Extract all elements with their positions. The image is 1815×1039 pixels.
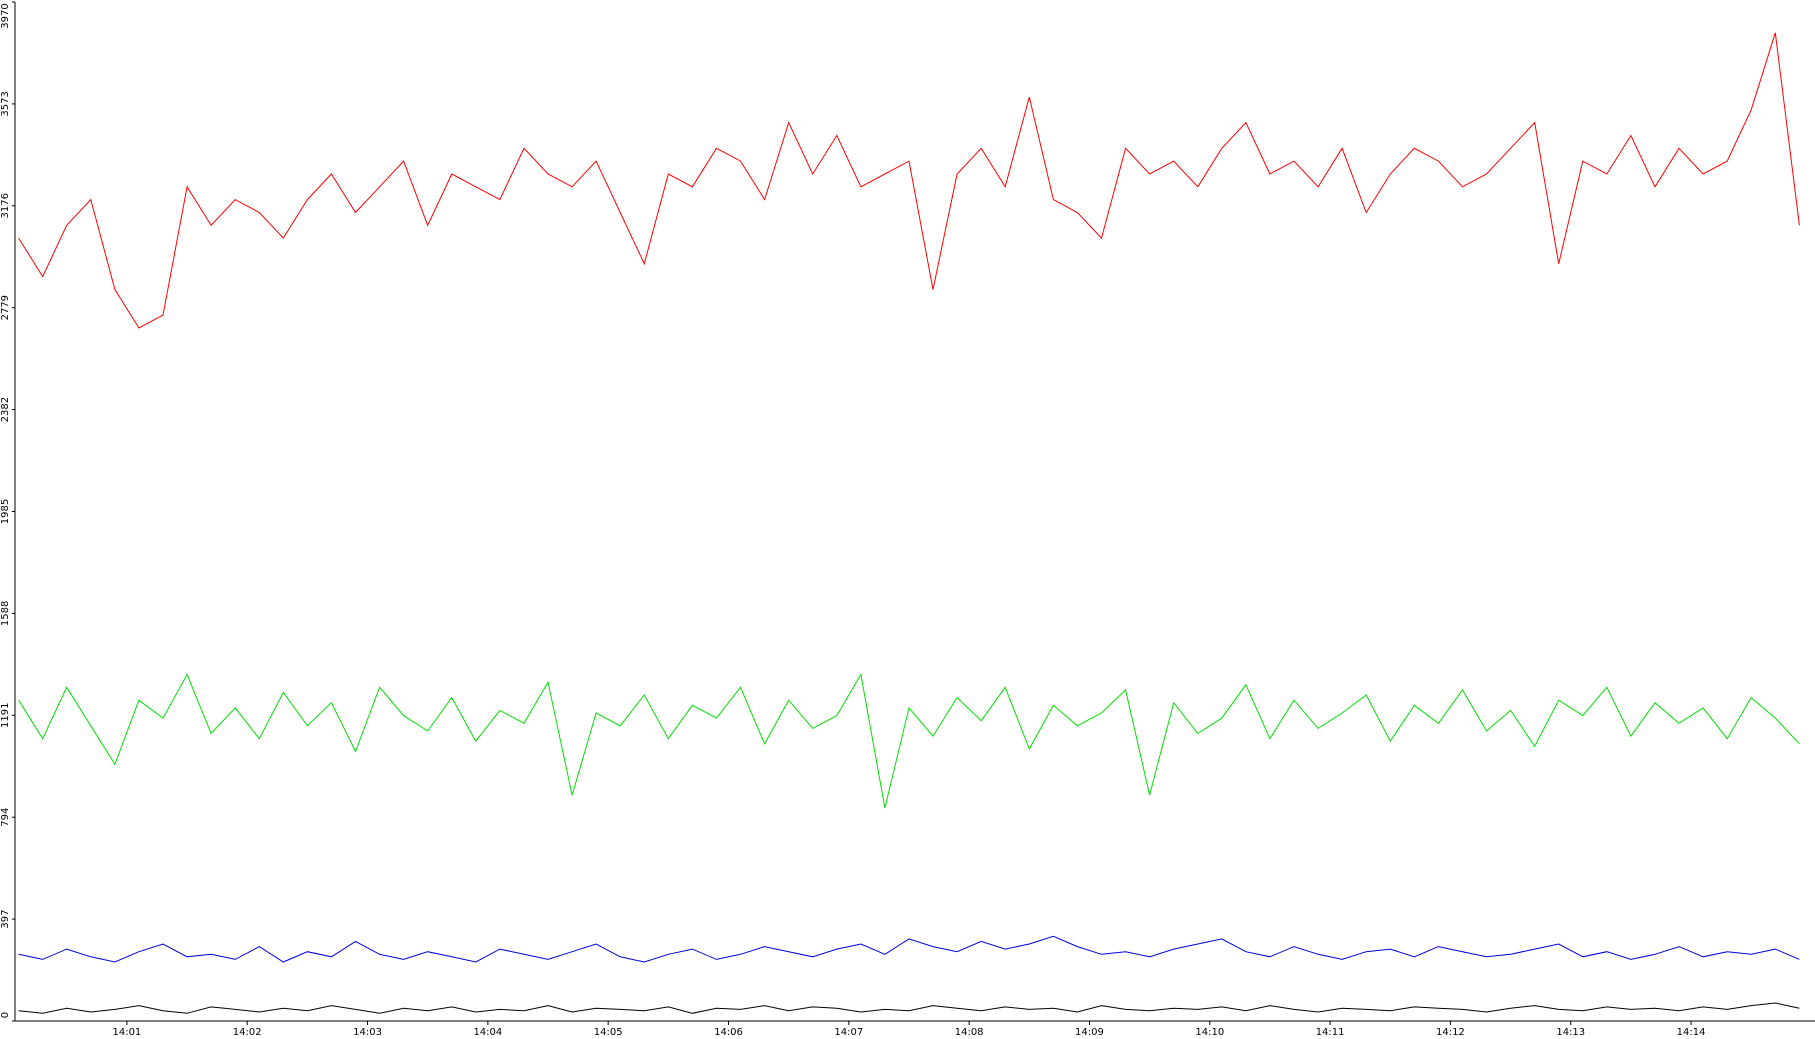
x-tick-label: 14:09	[1075, 1027, 1104, 1038]
x-tick-label: 14:12	[1436, 1027, 1465, 1038]
y-tick-label: 1588	[0, 601, 11, 626]
series-line	[18, 32, 1800, 329]
y-tick-label: 2382	[0, 397, 11, 422]
y-tick-label: 0	[0, 1012, 11, 1018]
series-line	[18, 1002, 1800, 1014]
y-tick-label: 2779	[0, 295, 11, 320]
series-line	[18, 673, 1800, 809]
y-tick-label: 1985	[0, 499, 11, 524]
x-tick-label: 14:08	[955, 1027, 984, 1038]
x-tick-label: 14:10	[1195, 1027, 1224, 1038]
y-tick-label: 3970	[0, 3, 11, 28]
x-tick-label: 14:13	[1556, 1027, 1585, 1038]
y-tick-label: 397	[0, 910, 11, 929]
x-tick-label: 14:06	[714, 1027, 743, 1038]
x-tick-label: 14:05	[594, 1027, 623, 1038]
y-tick-label: 794	[0, 808, 11, 827]
x-tick-label: 14:07	[834, 1027, 863, 1038]
x-tick-label: 14:14	[1677, 1027, 1706, 1038]
x-tick-label: 14:04	[473, 1027, 502, 1038]
y-tick-label: 3176	[0, 193, 11, 218]
y-tick-label: 1191	[0, 703, 11, 728]
series-line	[18, 935, 1800, 963]
x-tick-label: 14:11	[1316, 1027, 1345, 1038]
x-tick-label: 14:01	[112, 1027, 141, 1038]
y-tick-label: 3573	[0, 91, 11, 116]
x-tick-label: 14:02	[233, 1027, 262, 1038]
x-tick-label: 14:03	[353, 1027, 382, 1038]
